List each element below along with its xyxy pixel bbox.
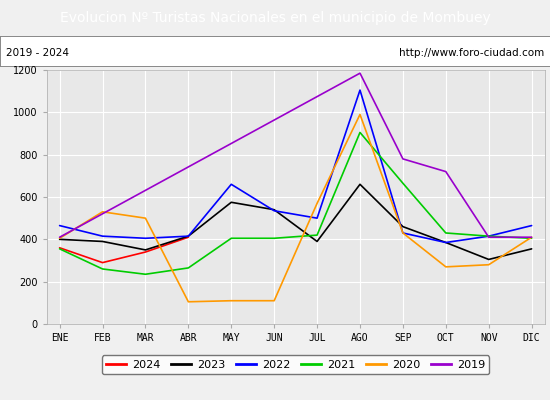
Text: 2019 - 2024: 2019 - 2024 [6,48,69,58]
Legend: 2024, 2023, 2022, 2021, 2020, 2019: 2024, 2023, 2022, 2021, 2020, 2019 [102,356,490,374]
Text: http://www.foro-ciudad.com: http://www.foro-ciudad.com [399,48,544,58]
Text: Evolucion Nº Turistas Nacionales en el municipio de Mombuey: Evolucion Nº Turistas Nacionales en el m… [59,11,491,25]
